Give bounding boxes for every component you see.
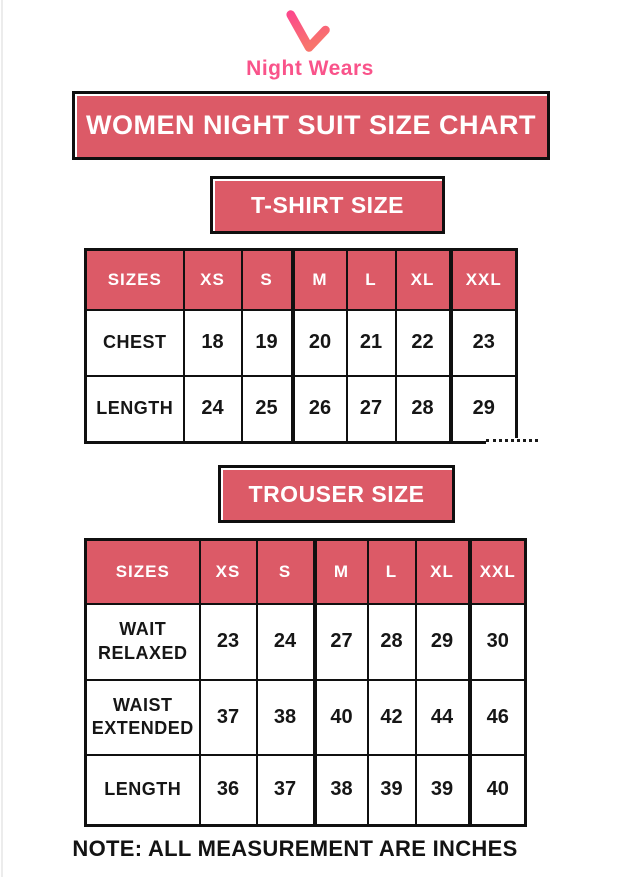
value-cell: 25 — [240, 374, 294, 444]
value-cell: 28 — [366, 602, 417, 681]
scan-edge-artifact — [1, 0, 3, 877]
value-cell: 40 — [467, 753, 527, 827]
value-cell: 22 — [394, 308, 452, 377]
header-cell: L — [345, 248, 397, 311]
value-cell: 46 — [467, 678, 527, 756]
value-cell: 18 — [182, 308, 243, 377]
value-cell: 30 — [467, 602, 527, 681]
value-cell: 37 — [255, 753, 316, 827]
value-cell: 26 — [290, 374, 348, 444]
value-cell: 42 — [366, 678, 417, 756]
header-cell: XS — [198, 538, 258, 605]
header-cell: XS — [182, 248, 243, 311]
value-cell: 44 — [414, 678, 471, 756]
row-label-cell: WAIST EXTENDED — [84, 678, 201, 756]
value-cell: 38 — [255, 678, 316, 756]
brand-name: Night Wears — [246, 57, 374, 80]
value-cell: 20 — [290, 308, 348, 377]
header-cell: SIZES — [84, 248, 185, 311]
header-cell: S — [240, 248, 294, 311]
value-cell: 29 — [448, 374, 518, 444]
header-cell: M — [312, 538, 369, 605]
value-cell: 38 — [312, 753, 369, 827]
header-cell: SIZES — [84, 538, 201, 605]
header-cell: XL — [394, 248, 452, 311]
value-cell: 37 — [198, 678, 258, 756]
table-row-length: LENGTH 36 37 38 39 39 40 — [84, 753, 527, 827]
dotted-border-artifact — [486, 438, 538, 444]
trouser-header-row: SIZES XS S M L XL XXL — [84, 538, 527, 605]
value-cell: 19 — [240, 308, 294, 377]
value-cell: 27 — [345, 374, 397, 444]
table-row-wait-relaxed: WAIT RELAXED 23 24 27 28 29 30 — [84, 602, 527, 681]
tshirt-header-row: SIZES XS S M L XL XXL — [84, 248, 518, 311]
row-label-cell: CHEST — [84, 308, 185, 377]
table-row-chest: CHEST 18 19 20 21 22 23 — [84, 308, 518, 377]
row-label-cell: WAIT RELAXED — [84, 602, 201, 681]
value-cell: 39 — [366, 753, 417, 827]
header-cell: L — [366, 538, 417, 605]
tshirt-size-table: SIZES XS S M L XL XXL CHEST 18 19 20 21 … — [84, 248, 518, 444]
header-cell: S — [255, 538, 316, 605]
header-cell: XXL — [448, 248, 518, 311]
measurement-note: NOTE: ALL MEASUREMENT ARE INCHES — [72, 836, 518, 861]
value-cell: 28 — [394, 374, 452, 444]
row-label-cell: LENGTH — [84, 374, 185, 444]
tshirt-section-banner: T-SHIRT SIZE — [210, 176, 445, 234]
header-cell: M — [290, 248, 348, 311]
value-cell: 21 — [345, 308, 397, 377]
trouser-banner-text: TROUSER SIZE — [248, 480, 425, 507]
main-title-banner: WOMEN NIGHT SUIT SIZE CHART — [72, 91, 550, 160]
value-cell: 23 — [448, 308, 518, 377]
value-cell: 24 — [182, 374, 243, 444]
header-cell: XXL — [467, 538, 527, 605]
header-cell: XL — [414, 538, 471, 605]
trouser-section-banner: TROUSER SIZE — [218, 465, 455, 523]
tshirt-banner-text: T-SHIRT SIZE — [251, 191, 404, 218]
trouser-size-table: SIZES XS S M L XL XXL WAIT RELAXED 23 24… — [84, 538, 527, 827]
value-cell: 29 — [414, 602, 471, 681]
value-cell: 27 — [312, 602, 369, 681]
table-row-waist-extended: WAIST EXTENDED 37 38 40 42 44 46 — [84, 678, 527, 756]
value-cell: 23 — [198, 602, 258, 681]
row-label-cell: LENGTH — [84, 753, 201, 827]
night-wears-logo-icon — [285, 8, 335, 56]
value-cell: 24 — [255, 602, 316, 681]
table-row-length: LENGTH 24 25 26 27 28 29 — [84, 374, 518, 444]
value-cell: 40 — [312, 678, 369, 756]
brand-logo: Night Wears — [0, 5, 620, 81]
main-title-text: WOMEN NIGHT SUIT SIZE CHART — [86, 110, 536, 140]
value-cell: 39 — [414, 753, 471, 827]
value-cell: 36 — [198, 753, 258, 827]
